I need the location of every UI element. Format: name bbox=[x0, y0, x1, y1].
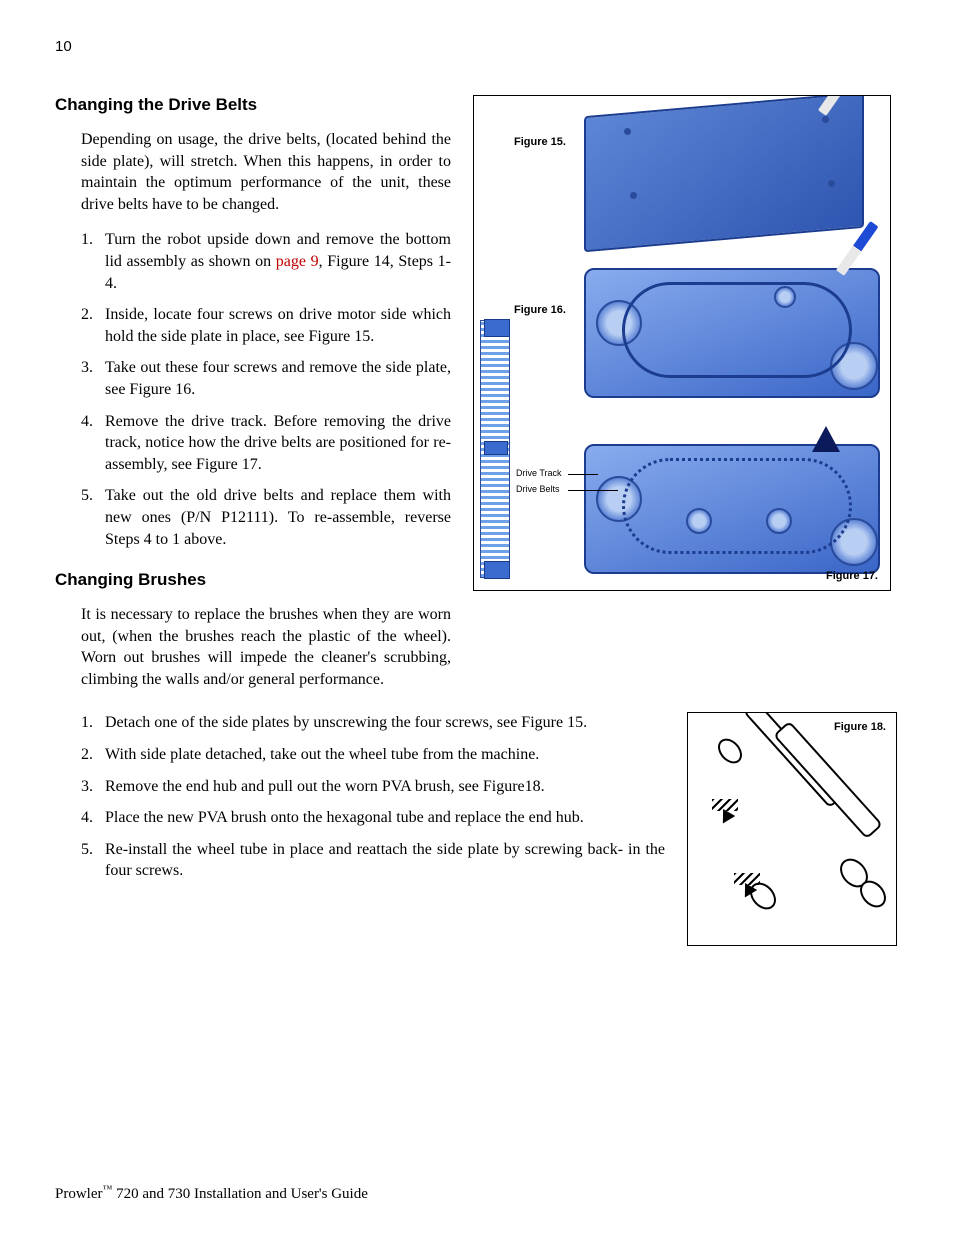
figure-16-label: Figure 16. bbox=[514, 304, 566, 316]
heading-brushes: Changing Brushes bbox=[55, 570, 451, 590]
step-a1: Turn the robot upside down and remove th… bbox=[81, 229, 451, 294]
footer-rest: 720 and 730 Installation and User's Guid… bbox=[112, 1186, 368, 1202]
fig15-screw-icon bbox=[828, 180, 835, 187]
fig15-screw-icon bbox=[630, 192, 637, 199]
step-a3: Take out these four screws and remove th… bbox=[81, 357, 451, 400]
lower-content-row: Detach one of the side plates by unscrew… bbox=[55, 712, 899, 946]
heading-drive-belts: Changing the Drive Belts bbox=[55, 95, 451, 115]
step-a5: Take out the old drive belts and replace… bbox=[81, 485, 451, 550]
fig18-arrow-icon bbox=[717, 810, 735, 828]
page9-link[interactable]: page 9 bbox=[276, 253, 319, 270]
fig17-callout-track: Drive Track bbox=[516, 468, 562, 478]
side-rail-diagram bbox=[480, 320, 510, 578]
fig17-arrow-icon bbox=[812, 426, 840, 452]
callout-leader-line-icon bbox=[568, 490, 618, 491]
fig17-belt bbox=[622, 458, 852, 554]
step-b5: Re-install the wheel tube in place and r… bbox=[81, 839, 665, 882]
page-number: 10 bbox=[55, 38, 899, 55]
fig16-track bbox=[622, 282, 852, 378]
left-text-column: Changing the Drive Belts Depending on us… bbox=[55, 95, 451, 704]
steps-drive-belts: Turn the robot upside down and remove th… bbox=[81, 229, 451, 550]
fig17-callout-belts: Drive Belts bbox=[516, 484, 560, 494]
fig15-screw-icon bbox=[624, 128, 631, 135]
upper-content-row: Changing the Drive Belts Depending on us… bbox=[55, 95, 899, 704]
fig18-tube bbox=[773, 721, 883, 840]
page-footer: Prowler™ 720 and 730 Installation and Us… bbox=[55, 1184, 368, 1203]
footer-brand: Prowler bbox=[55, 1186, 103, 1202]
callout-leader-line-icon bbox=[568, 474, 598, 475]
right-figure-column: Figure 15. Figure 16. D bbox=[473, 95, 899, 591]
fig15-screw-icon bbox=[822, 116, 829, 123]
figure-18-label: Figure 18. bbox=[834, 721, 886, 733]
intro-drive-belts: Depending on usage, the drive belts, (lo… bbox=[81, 129, 451, 215]
step-b4: Place the new PVA brush onto the hexagon… bbox=[81, 807, 665, 829]
lower-left-column: Detach one of the side plates by unscrew… bbox=[55, 712, 665, 902]
figure-box-15-16-17: Figure 15. Figure 16. D bbox=[473, 95, 891, 591]
footer-tm: ™ bbox=[103, 1184, 113, 1195]
step-b3: Remove the end hub and pull out the worn… bbox=[81, 776, 665, 798]
figure-box-18: Figure 18. bbox=[687, 712, 897, 946]
step-b1: Detach one of the side plates by unscrew… bbox=[81, 712, 665, 734]
steps-brushes: Detach one of the side plates by unscrew… bbox=[81, 712, 665, 882]
intro-brushes: It is necessary to replace the brushes w… bbox=[81, 604, 451, 690]
step-a4: Remove the drive track. Before removing … bbox=[81, 411, 451, 476]
fig18-hub-icon bbox=[713, 734, 747, 768]
figure-17-label: Figure 17. bbox=[826, 570, 878, 582]
step-a2: Inside, locate four screws on drive moto… bbox=[81, 304, 451, 347]
step-b2: With side plate detached, take out the w… bbox=[81, 744, 665, 766]
figure-15-label: Figure 15. bbox=[514, 136, 566, 148]
